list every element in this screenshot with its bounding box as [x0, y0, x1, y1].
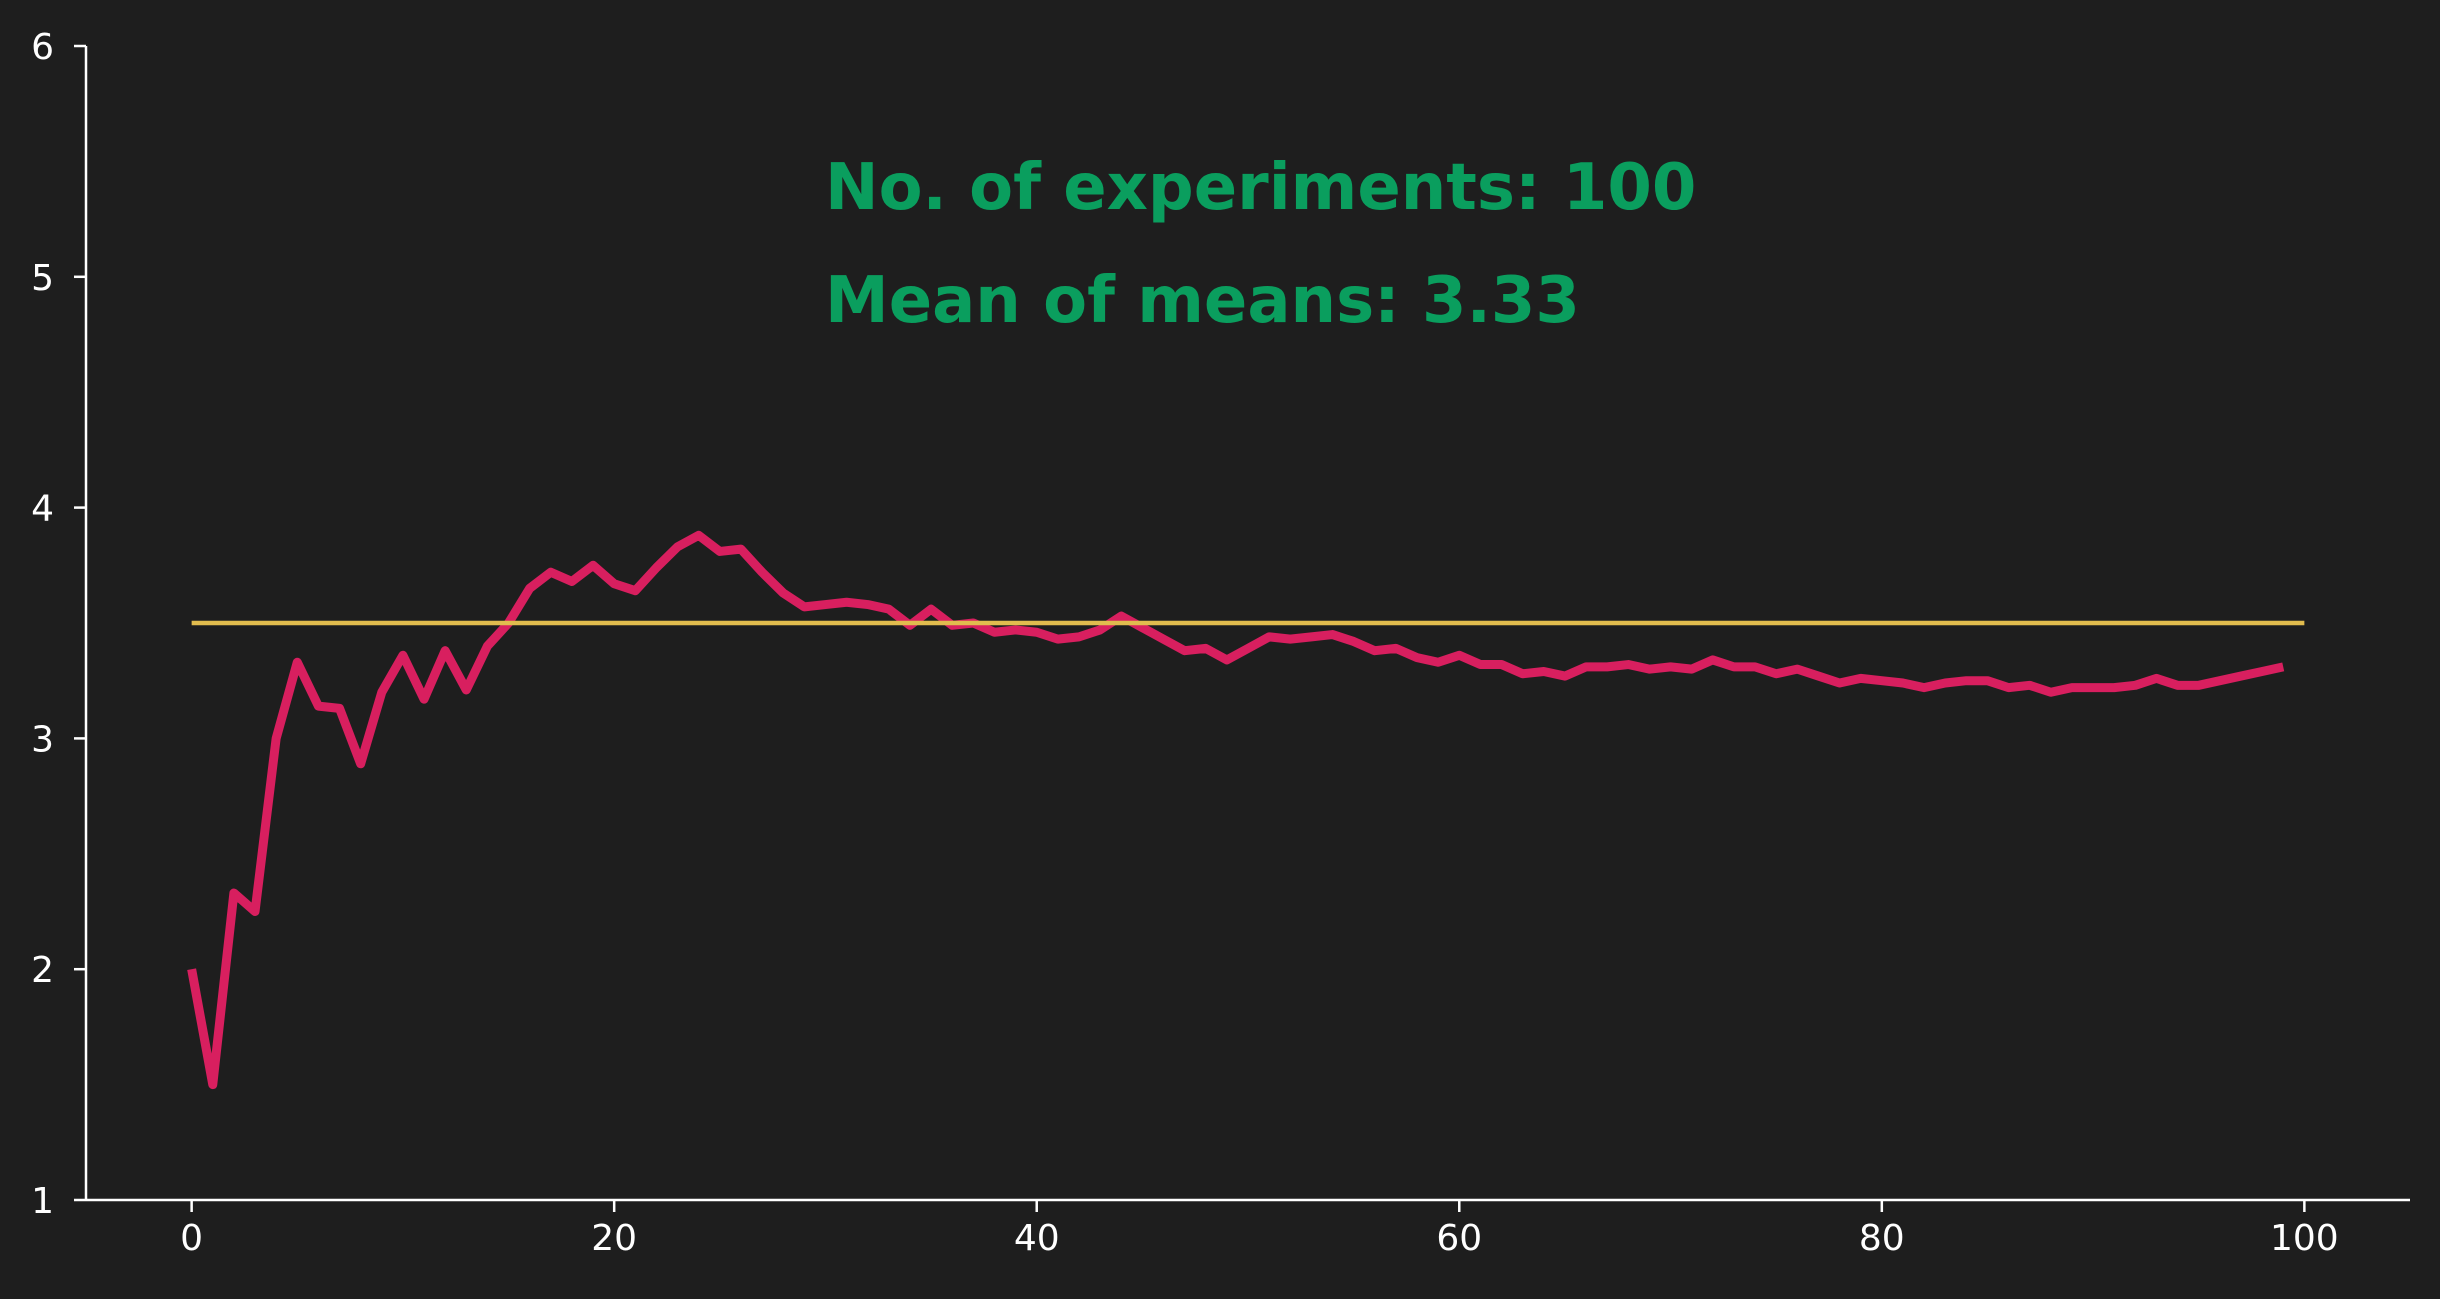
x-tick-label: 100 [2270, 1218, 2339, 1259]
annotations: No. of experiments: 100 Mean of means: 3.… [825, 151, 1696, 338]
x-tick-label: 80 [1859, 1218, 1905, 1259]
y-tick-label: 4 [31, 489, 54, 530]
series-layer [187, 530, 2305, 1090]
axes: 0 20 40 60 80 100 1 2 3 4 5 6 [31, 27, 2410, 1259]
x-tick-label: 60 [1436, 1218, 1482, 1259]
x-tick-label: 0 [180, 1218, 203, 1259]
running-mean-line [187, 530, 2285, 1090]
y-tick-label: 1 [31, 1181, 54, 1222]
x-tick-label: 40 [1014, 1218, 1060, 1259]
y-tick-label: 3 [31, 719, 54, 760]
y-tick-label: 6 [31, 27, 54, 68]
y-tick-label: 5 [31, 258, 54, 299]
mean-of-means-annotation: Mean of means: 3.33 [825, 264, 1580, 338]
y-tick-label: 2 [31, 950, 54, 991]
experiments-count-annotation: No. of experiments: 100 [825, 151, 1696, 225]
x-tick-label: 20 [591, 1218, 637, 1259]
